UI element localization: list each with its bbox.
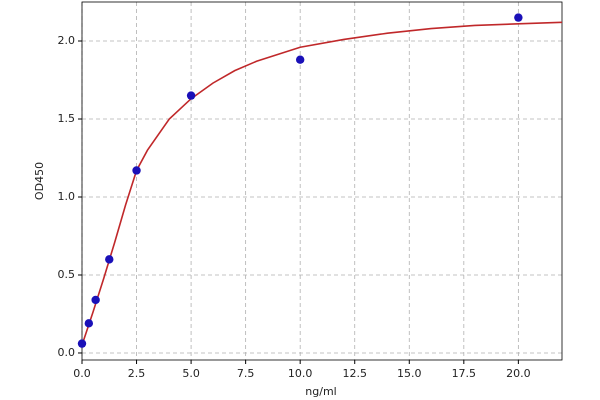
y-axis-label: OD450 xyxy=(33,162,46,200)
data-point xyxy=(105,255,114,264)
x-tick-label: 12.5 xyxy=(342,367,367,380)
y-tick-label: 2.0 xyxy=(58,34,76,47)
fit-curve xyxy=(81,21,563,346)
x-tick-label: 10.0 xyxy=(288,367,313,380)
data-point xyxy=(186,91,196,100)
data-point xyxy=(84,319,94,328)
x-tick-label: 7.5 xyxy=(237,367,255,380)
data-point xyxy=(295,55,305,64)
x-tick-label: 0.0 xyxy=(73,367,91,380)
plot-frame xyxy=(81,1,563,361)
data-point xyxy=(91,295,100,305)
data-point xyxy=(132,166,141,175)
y-tick-label: 1.0 xyxy=(58,190,76,203)
x-tick-label: 20.0 xyxy=(506,367,531,380)
x-tick-label: 17.5 xyxy=(452,367,477,380)
y-tick-label: 1.5 xyxy=(58,112,76,125)
data-point xyxy=(514,13,523,22)
x-tick-label: 15.0 xyxy=(397,367,422,380)
x-axis-label: ng/ml xyxy=(305,385,336,398)
y-tick-label: 0.5 xyxy=(58,268,76,281)
x-tick-label: 2.5 xyxy=(128,367,146,380)
x-tick-label: 5.0 xyxy=(182,367,200,380)
y-tick-label: 0.0 xyxy=(58,346,76,359)
data-point xyxy=(77,339,87,348)
